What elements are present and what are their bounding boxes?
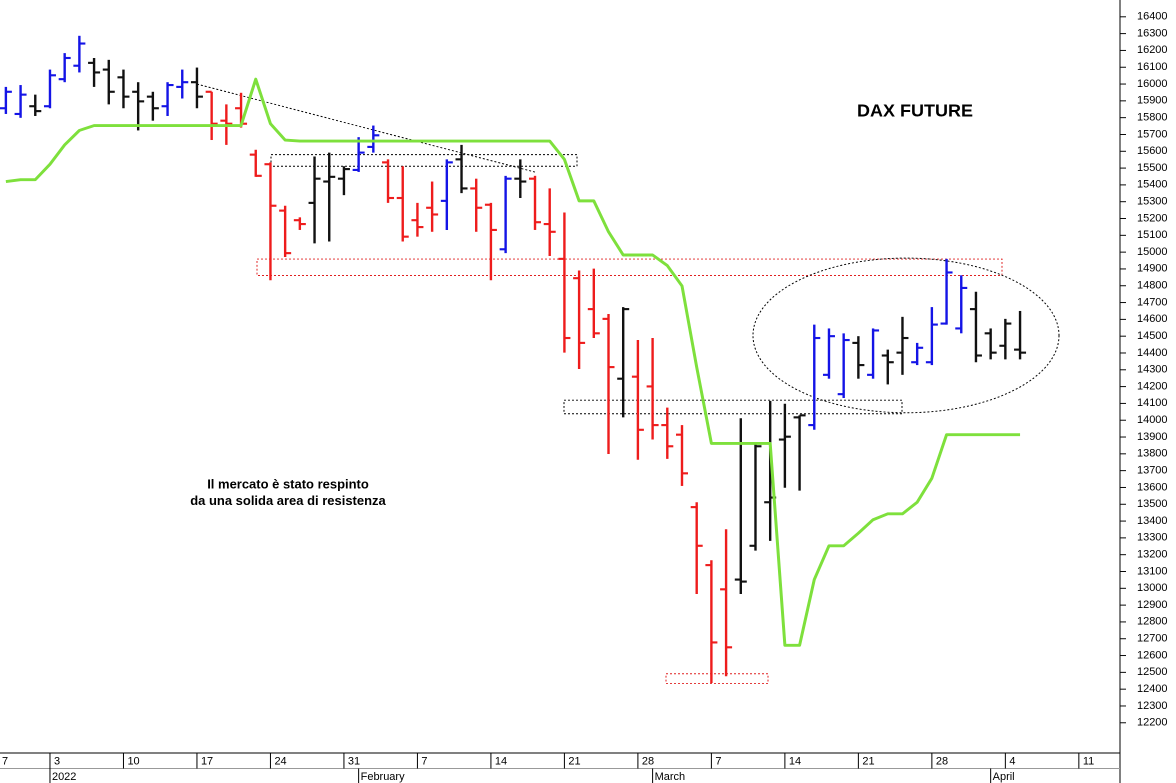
y-tick-label: 14000 [1137,414,1168,426]
y-tick-label: 13200 [1137,549,1168,561]
x-tick-label: 31 [348,756,360,768]
y-tick-label: 15800 [1137,112,1168,124]
indicator-line [5,77,1021,647]
y-tick-label: 15900 [1137,95,1168,107]
x-tick-label: 3 [54,756,60,768]
chart-title: DAX FUTURE [857,101,973,121]
y-tick-label: 14300 [1137,364,1168,376]
x-tick-label: 7 [2,756,8,768]
y-tick-label: 12900 [1137,599,1168,611]
month-label: April [993,771,1015,783]
y-tick-label: 14100 [1137,397,1168,409]
y-tick-label: 16300 [1137,28,1168,40]
y-tick-label: 15400 [1137,179,1168,191]
month-label: 2022 [52,771,76,783]
x-tick-label: 21 [862,756,874,768]
month-label: February [361,771,406,783]
x-tick-label: 17 [201,756,213,768]
y-tick-label: 13700 [1137,465,1168,477]
y-tick-label: 12400 [1137,683,1168,695]
y-tick-label: 15300 [1137,196,1168,208]
x-tick-label: 7 [421,756,427,768]
x-tick-label: 14 [789,756,801,768]
y-tick-label: 14400 [1137,347,1168,359]
y-tick-label: 12800 [1137,616,1168,628]
y-tick-label: 14500 [1137,330,1168,342]
y-tick-label: 13400 [1137,515,1168,527]
resistance-box [256,258,1003,276]
x-tick-label: 11 [1083,756,1094,768]
y-tick-label: 14800 [1137,280,1168,292]
y-tick-label: 15200 [1137,212,1168,224]
x-tick-label: 28 [936,756,948,768]
y-tick-label: 13000 [1137,582,1168,594]
y-tick-label: 16200 [1137,44,1168,56]
x-tick-label: 4 [1009,756,1015,768]
y-tick-label: 14200 [1137,381,1168,393]
month-label: March [655,771,686,783]
y-tick-label: 13100 [1137,565,1168,577]
y-tick-label: 15100 [1137,229,1168,241]
y-tick-label: 13500 [1137,498,1168,510]
y-tick-label: 13600 [1137,481,1168,493]
y-tick-label: 12300 [1137,700,1168,712]
y-tick-label: 16400 [1137,11,1168,23]
y-tick-label: 15500 [1137,162,1168,174]
y-tick-label: 13300 [1137,532,1168,544]
annotation: da una solida area di resistenza [190,493,386,508]
y-tick-label: 16000 [1137,78,1168,90]
zone-box [270,154,578,167]
y-tick-label: 14900 [1137,263,1168,275]
x-tick-label: 14 [495,756,507,768]
y-tick-label: 14600 [1137,313,1168,325]
y-tick-label: 13900 [1137,431,1168,443]
x-tick-label: 21 [568,756,580,768]
y-tick-label: 12200 [1137,717,1168,729]
y-tick-label: 14700 [1137,297,1168,309]
x-tick-label: 28 [642,756,654,768]
y-tick-label: 16100 [1137,61,1168,73]
x-tick-label: 24 [274,756,286,768]
ellipse-highlight [752,257,1060,414]
y-tick-label: 15000 [1137,246,1168,258]
zone-box [563,399,903,415]
x-tick-label: 7 [715,756,721,768]
y-tick-label: 12600 [1137,650,1168,662]
y-tick-label: 13800 [1137,448,1168,460]
annotation: Il mercato è stato respinto [207,477,369,492]
y-tick-label: 15600 [1137,145,1168,157]
x-tick-label: 10 [127,756,139,768]
y-tick-label: 12500 [1137,666,1168,678]
y-tick-label: 15700 [1137,128,1168,140]
y-tick-label: 12700 [1137,633,1168,645]
